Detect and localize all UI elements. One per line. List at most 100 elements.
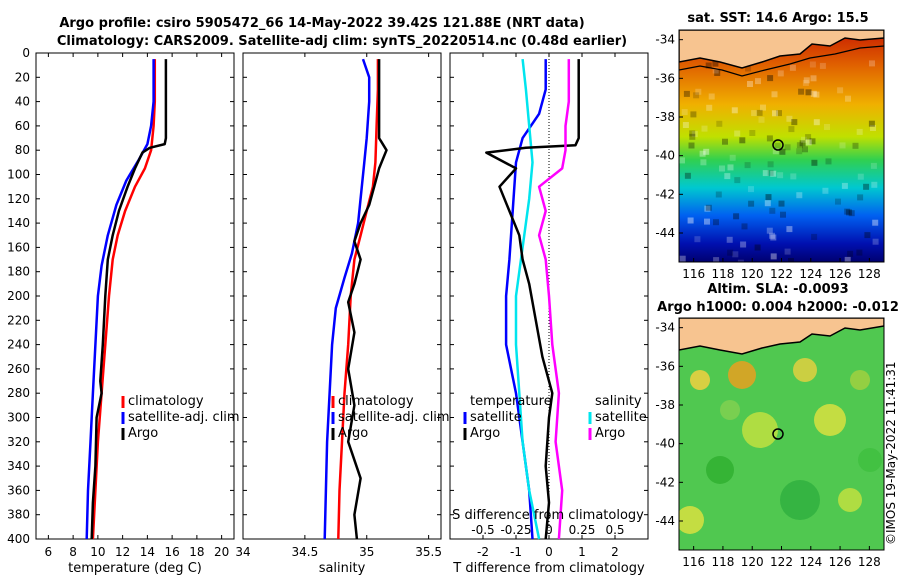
legend-t-argo-label: Argo xyxy=(470,426,500,441)
map-y-tick-label: -36 xyxy=(655,359,675,373)
map-x-tick-label: 126 xyxy=(829,555,852,569)
series-line-argo xyxy=(346,59,388,540)
sst-texture xyxy=(679,60,879,262)
sst-texture-cell xyxy=(790,173,797,180)
sla-texture-blob xyxy=(793,358,817,382)
sst-texture-cell xyxy=(863,183,870,190)
imos-timestamp: ©IMOS 19-May-2022 11:41:31 xyxy=(884,361,898,545)
sst-texture-cell xyxy=(780,211,786,218)
sst-texture-cell xyxy=(682,122,689,128)
sst-texture-cell xyxy=(769,207,776,214)
sst-texture-cell xyxy=(805,139,812,146)
map-y-tick-label: -40 xyxy=(655,437,675,451)
x-tick-label: -2 xyxy=(477,545,489,559)
sst-texture-cell xyxy=(699,150,706,157)
sst-texture-cell xyxy=(745,65,752,72)
sst-texture-cell xyxy=(810,90,817,97)
legend-clim-label: climatology xyxy=(128,394,204,409)
sst-texture-cell xyxy=(727,249,734,256)
sst-texture-cell xyxy=(870,162,877,169)
sst-texture-cell xyxy=(700,159,707,166)
sla-texture-blob xyxy=(850,370,870,390)
map-y-tick-label: -38 xyxy=(655,398,675,412)
sst-texture-cell xyxy=(802,146,808,153)
x-tick-label: 8 xyxy=(69,545,77,559)
depth-tick-label: 140 xyxy=(7,216,30,230)
map-y-tick-label: -42 xyxy=(655,475,675,489)
difference-legend: temperature satellite Argo salinity sate… xyxy=(463,394,647,441)
depth-tick-label: 380 xyxy=(7,508,30,522)
map-y-tick-label: -34 xyxy=(655,321,675,335)
map-x-tick-label: 120 xyxy=(741,267,764,281)
sst-texture-cell xyxy=(679,255,686,262)
x-tick-label: 34 xyxy=(235,545,250,559)
sst-texture-cell xyxy=(870,125,876,131)
sla-texture-blob xyxy=(838,488,862,512)
sst-texture-cell xyxy=(722,138,728,145)
sst-texture-cell xyxy=(857,194,864,201)
series-line-climatology xyxy=(91,59,157,540)
sst-texture-cell xyxy=(704,205,711,212)
map-y-tick-label: -44 xyxy=(655,514,675,528)
sst-texture-cell xyxy=(755,78,761,85)
depth-tick-label: 160 xyxy=(7,240,30,254)
depth-tick-label: 20 xyxy=(15,70,30,84)
sst-texture-cell xyxy=(839,142,846,149)
sst-texture-cell xyxy=(693,92,700,99)
sst-texture-cell xyxy=(856,128,863,135)
sst-texture-cell xyxy=(733,213,740,220)
sst-texture-cell xyxy=(713,257,720,262)
sst-texture-cell xyxy=(748,200,755,207)
sst-texture-cell xyxy=(767,161,774,168)
temperature-plot-area xyxy=(35,52,235,540)
series-line-s-satellite xyxy=(514,58,541,540)
legend-argo-label: Argo xyxy=(338,426,368,441)
temperature-xlabel: temperature (deg C) xyxy=(68,561,202,576)
sst-texture-cell xyxy=(845,95,851,102)
legend-s-argo-label: Argo xyxy=(595,426,625,441)
sst-texture-cell xyxy=(712,67,719,74)
sst-texture-cell xyxy=(706,104,713,111)
sla-texture-blob xyxy=(690,370,710,390)
sst-texture-cell xyxy=(786,115,793,122)
difference-panel: -2 -1 0 1 2 xyxy=(450,52,648,559)
sla-map xyxy=(679,318,884,550)
sst-texture-cell xyxy=(689,130,696,137)
sst-texture-cell xyxy=(796,192,803,199)
sst-texture-cell xyxy=(864,232,871,239)
depth-tick-label: 320 xyxy=(7,435,30,449)
depth-tick-label: 120 xyxy=(7,192,30,206)
sst-texture-cell xyxy=(688,142,695,149)
s-diff-tick-label: 0 xyxy=(545,523,553,537)
x-tick-label: 0 xyxy=(545,545,553,559)
sst-argo-marker xyxy=(772,139,784,151)
figure-title-line2: Climatology: CARS2009. Satellite-adj cli… xyxy=(57,34,627,49)
sst-texture-cell xyxy=(748,186,754,193)
depth-tick-label: 220 xyxy=(7,313,30,327)
sla-map-subtitle: Argo h1000: 0.004 h2000: -0.012 xyxy=(657,300,899,315)
sst-texture-cell xyxy=(764,200,771,207)
x-tick-label: 18 xyxy=(189,545,204,559)
sst-texture-cell xyxy=(844,256,851,262)
sst-texture-cell xyxy=(848,210,855,217)
sst-texture-cell xyxy=(786,226,793,233)
sla-texture-blob xyxy=(720,400,740,420)
sst-texture-cell xyxy=(705,204,712,211)
sst-front-contour xyxy=(679,45,884,77)
sst-texture-cell xyxy=(847,250,854,257)
legend-salinity-title: salinity xyxy=(595,394,642,409)
map-y-tick-label: -34 xyxy=(655,33,675,47)
sla-land xyxy=(679,318,884,355)
sst-texture-cell xyxy=(734,130,741,137)
sst-texture-cell xyxy=(835,198,841,205)
sst-texture-cell xyxy=(690,111,697,118)
sst-texture-cell xyxy=(779,148,786,155)
legend-clim-label: climatology xyxy=(338,394,414,409)
x-tick-label: 20 xyxy=(214,545,229,559)
sst-texture-cell xyxy=(694,236,701,243)
sst-texture-cell xyxy=(770,234,777,241)
sst-texture-cell xyxy=(872,219,879,226)
salinity-xlabel: salinity xyxy=(319,561,366,576)
depth-tick-label: 200 xyxy=(7,289,30,303)
